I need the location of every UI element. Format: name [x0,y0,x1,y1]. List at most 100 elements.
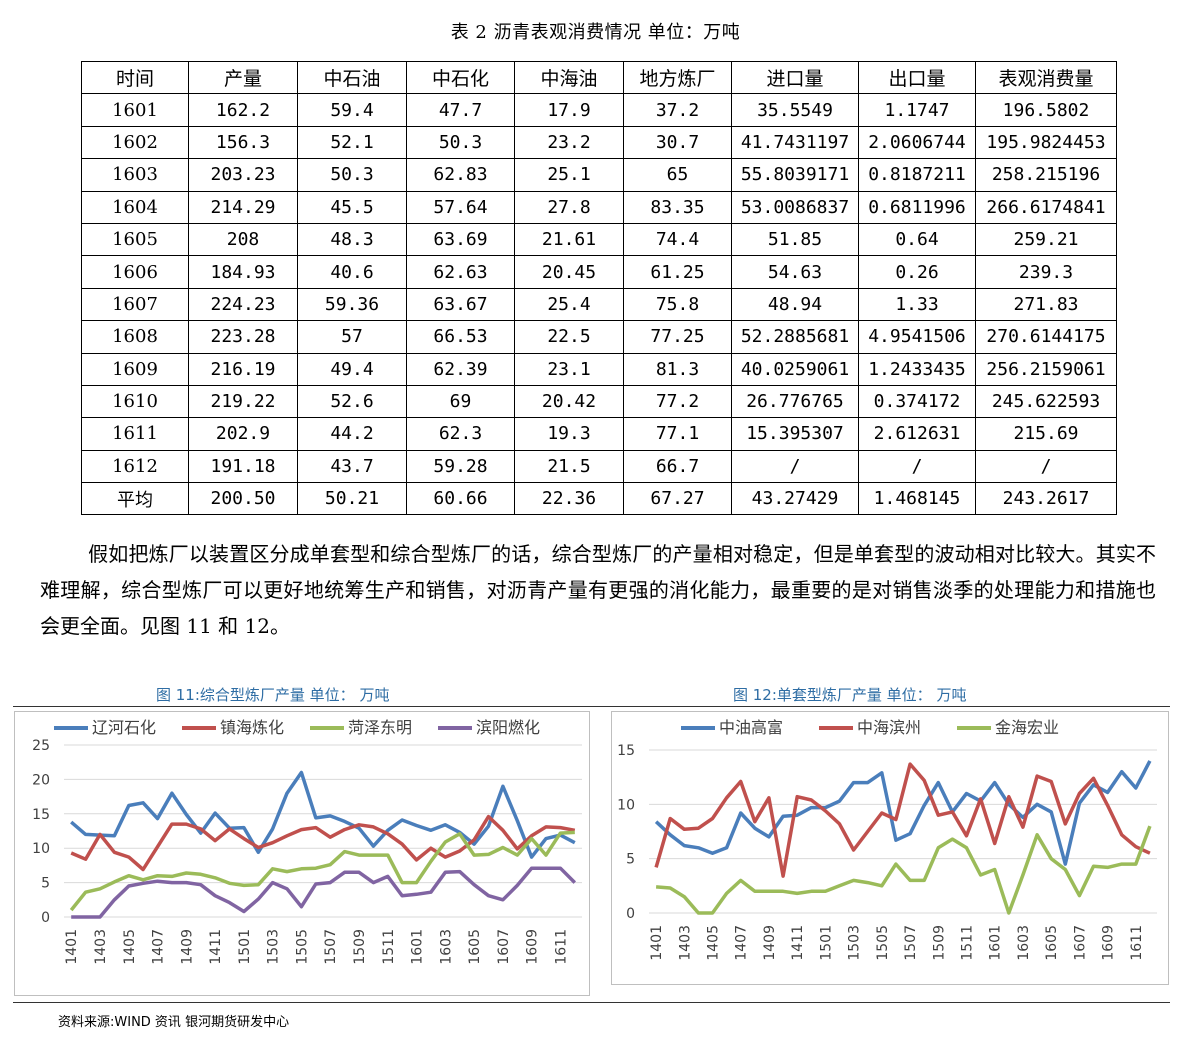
table-cell: 37.2 [623,93,732,127]
x-tick-label: 1611 [1129,925,1145,961]
table-cell: 1.468145 [858,482,976,516]
y-tick-label: 5 [41,876,50,892]
header-cell: 中石化 [406,60,515,95]
table-cell: 191.18 [188,449,298,484]
table-cell: 66.7 [623,449,732,484]
table-cell: 25.1 [514,158,624,192]
x-tick-label: 1409 [179,929,195,965]
table-cell: 1612 [81,449,189,484]
table-cell: 63.67 [406,287,515,322]
x-tick-label: 1509 [352,929,368,965]
x-tick-label: 1511 [960,925,976,961]
figure-12-title: 图 12:单套型炼厂产量 单位： 万吨 [733,686,967,704]
table-row: 1603 203.23 50.3 62.83 25.1 65 55.8039171 0.818… [81,158,1117,192]
table-cell: 0.26 [858,255,976,289]
table-row: 1605 208 48.3 63.69 21.61 74.4 51.85 0.64 259.21 [81,222,1117,257]
table-cell: 22.5 [514,320,624,354]
table-cell: 245.622593 [975,384,1117,419]
x-tick-label: 1605 [467,929,483,965]
series-line [655,825,1152,915]
table-row: 1608 223.28 57 66.53 22.5 77.25 52.2885681 4.95… [81,320,1117,354]
table-cell: 30.7 [623,125,732,160]
table-cell: 60.66 [406,482,515,516]
x-tick-label: 1411 [790,925,806,961]
figure-11-chart: 0 5 10 15 20 25 1401 1403 1405 1407 1409 1411 1501 15… [14,711,590,996]
table-cell: 81.3 [623,352,732,386]
x-tick-label: 1505 [294,929,310,965]
table-cell: 53.0086837 [731,190,859,224]
table-cell: 65 [623,158,732,192]
table-cell: 200.50 [188,482,298,516]
table-cell: 243.2617 [975,482,1117,516]
table-cell: 59.36 [297,287,407,322]
table-cell: 1.1747 [858,93,976,127]
x-tick-label: 1503 [847,925,863,961]
table-cell: 256.2159061 [975,352,1117,386]
x-tick-label: 1509 [931,925,947,961]
table-cell: 25.4 [514,287,624,322]
x-tick-label: 1609 [525,929,541,965]
table-cell: 平均 [81,482,189,516]
header-cell: 进口量 [731,60,859,95]
table-cell: 270.6144175 [975,320,1117,354]
table-cell: 61.25 [623,255,732,289]
x-tick-label: 1609 [1101,925,1117,961]
legend-label: 滨阳燃化 [476,718,540,737]
table-cell: 43.7 [297,449,407,484]
table-cell: 1602 [81,125,189,160]
x-tick-label: 1507 [903,925,919,961]
table-cell: 75.8 [623,287,732,322]
table-cell: 202.9 [188,417,298,451]
table-cell: 57 [297,320,407,354]
x-tick-label: 1403 [677,925,693,961]
table-cell: 62.39 [406,352,515,386]
table-cell: 215.69 [975,417,1117,451]
series-line [654,762,1151,878]
table-cell: 77.25 [623,320,732,354]
table-cell: 35.5549 [731,93,859,127]
table-cell: 4.9541506 [858,320,976,354]
body-paragraph: 假如把炼厂以装置区分成单套型和综合型炼厂的话，综合型炼厂的产量相对稳定，但是单套… [40,536,1156,644]
table-cell: 2.0606744 [858,125,976,160]
x-tick-label: 1403 [93,929,109,965]
table-cell: 47.7 [406,93,515,127]
table-cell: 44.2 [297,417,407,451]
y-tick-label: 5 [626,852,635,868]
table-cell: 55.8039171 [731,158,859,192]
header-cell: 中海油 [514,60,624,95]
x-tick-label: 1505 [875,925,891,961]
table-cell: 1608 [81,320,189,354]
table-cell: 1605 [81,222,189,257]
x-tick-label: 1401 [649,925,665,961]
table-row: 1604 214.29 45.5 57.64 27.8 83.35 53.0086837 0.… [81,190,1117,224]
table-cell: 1611 [81,417,189,451]
table-cell: 219.22 [188,384,298,419]
x-tick-label: 1501 [237,929,253,965]
table-row: 1607 224.23 59.36 63.67 25.4 75.8 48.94 1.33 271… [81,287,1117,322]
y-tick-label: 0 [626,906,635,922]
x-tick-label: 1605 [1044,925,1060,961]
table-row: 1611 202.9 44.2 62.3 19.3 77.1 15.395307 2.6126… [81,417,1117,451]
table-cell: 52.1 [297,125,407,160]
table-cell: 15.395307 [731,417,859,451]
table-cell: 1604 [81,190,189,224]
table-cell: 54.63 [731,255,859,289]
series-line [69,830,575,912]
table-row: 1602 156.3 52.1 50.3 23.2 30.7 41.7431197 2.060… [81,125,1117,160]
table-cell: 67.27 [623,482,732,516]
header-cell: 出口量 [858,60,976,95]
table-cell: 74.4 [623,222,732,257]
table-cell: 1603 [81,158,189,192]
y-tick-label: 20 [32,772,50,788]
table-cell: 266.6174841 [975,190,1117,224]
table-row: 1601 162.2 59.4 47.7 17.9 37.2 35.5549 1.1747 19… [81,93,1117,127]
table-cell: 1.33 [858,287,976,322]
legend-label: 镇海炼化 [220,718,284,737]
table-cell: 43.27429 [731,482,859,516]
x-tick-label: 1603 [1016,925,1032,961]
y-tick-label: 10 [617,797,635,813]
table-cell: 156.3 [188,125,298,160]
figure-bottom-rule [13,1002,1170,1003]
x-tick-label: 1507 [323,929,339,965]
table-cell: 48.3 [297,222,407,257]
